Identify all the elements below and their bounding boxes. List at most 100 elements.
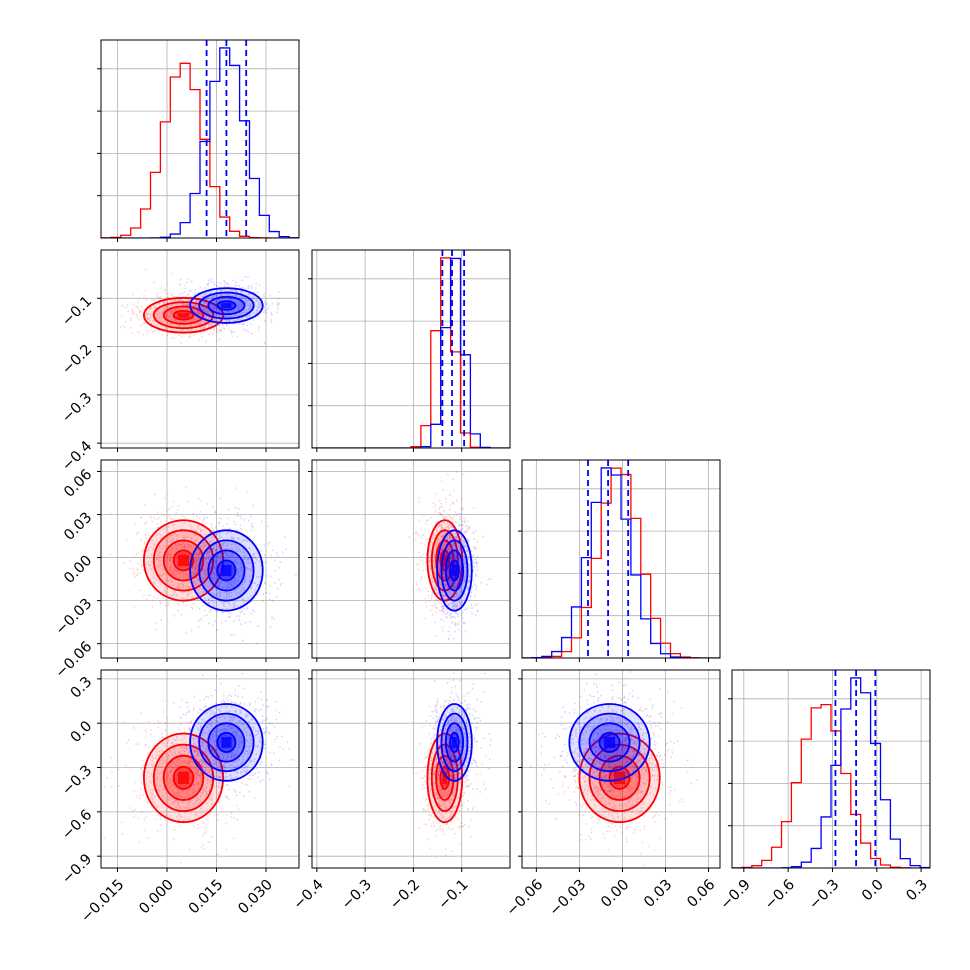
y-tick-label: −0.1 bbox=[59, 293, 95, 329]
density-contour bbox=[142, 732, 224, 824]
density-contour bbox=[216, 300, 237, 311]
density-contour bbox=[578, 712, 641, 773]
density-contour bbox=[152, 301, 215, 330]
scatter-panel-2-0 bbox=[101, 460, 299, 658]
scatter-panel-3-0 bbox=[101, 670, 299, 868]
density-contour bbox=[598, 754, 641, 801]
density-peak bbox=[221, 737, 232, 748]
scatter-panel-3-1 bbox=[312, 670, 510, 868]
x-tick-label: −0.3 bbox=[806, 877, 842, 913]
density-contour bbox=[152, 529, 215, 592]
scatter-panel-1-0 bbox=[101, 250, 299, 448]
x-tick-label: −0.3 bbox=[339, 877, 375, 913]
density-contour bbox=[440, 712, 469, 773]
x-tick-label: −0.2 bbox=[387, 877, 423, 913]
y-tick-label: −0.6 bbox=[59, 807, 95, 843]
x-tick-label: −0.4 bbox=[291, 877, 327, 913]
y-tick-label: −0.3 bbox=[59, 763, 95, 799]
panel-frame bbox=[100, 249, 300, 449]
density-contour bbox=[430, 743, 459, 813]
density-contour bbox=[142, 296, 224, 334]
histogram-step bbox=[732, 703, 930, 868]
x-tick-label: 0.015 bbox=[186, 877, 227, 918]
density-peak bbox=[603, 737, 616, 748]
scatter-panel-2-1 bbox=[312, 460, 510, 658]
y-tick-label: 0.03 bbox=[61, 510, 95, 544]
histogram-panel-3 bbox=[732, 670, 930, 868]
panel-frame bbox=[521, 459, 721, 659]
panel-frame bbox=[100, 669, 300, 869]
x-tick-label: −0.03 bbox=[547, 877, 590, 920]
density-contour bbox=[588, 722, 631, 763]
y-tick-label: 0.0 bbox=[68, 718, 96, 746]
y-tick-label: −0.03 bbox=[53, 596, 96, 639]
y-tick-label: −0.06 bbox=[53, 639, 96, 682]
x-tick-label: −0.1 bbox=[435, 877, 471, 913]
density-peak bbox=[442, 771, 448, 785]
density-contour bbox=[439, 765, 451, 790]
x-tick-label: 0.030 bbox=[235, 877, 276, 918]
density-contour bbox=[189, 529, 264, 612]
panel-frame bbox=[311, 459, 511, 659]
density-contour bbox=[207, 722, 246, 763]
x-tick-label: 0.0 bbox=[859, 877, 887, 905]
panel-frame bbox=[100, 39, 300, 239]
density-peak bbox=[177, 554, 190, 567]
density-contour bbox=[568, 703, 651, 782]
density-contour bbox=[189, 287, 264, 324]
y-tick-label: −0.4 bbox=[59, 438, 95, 474]
density-contour bbox=[444, 722, 465, 763]
density-contour bbox=[162, 305, 205, 325]
histogram-panel-0 bbox=[101, 40, 299, 238]
histogram-step bbox=[101, 47, 299, 238]
density-contour bbox=[216, 559, 237, 582]
density-contour bbox=[172, 309, 195, 321]
density-contour bbox=[436, 703, 473, 782]
density-contour bbox=[162, 754, 205, 801]
histogram-panel-1 bbox=[312, 250, 510, 448]
x-tick-label: −0.9 bbox=[718, 877, 754, 913]
panel-frame bbox=[311, 249, 511, 449]
histogram-step bbox=[312, 257, 510, 448]
density-contour bbox=[435, 754, 455, 801]
histogram-step bbox=[522, 467, 720, 658]
density-contour bbox=[162, 539, 205, 582]
y-tick-label: −0.3 bbox=[59, 390, 95, 426]
density-contour bbox=[444, 549, 465, 592]
density-contour bbox=[598, 731, 621, 753]
histogram-step bbox=[312, 257, 510, 448]
density-contour bbox=[207, 295, 246, 316]
y-tick-label: 0.3 bbox=[68, 674, 96, 702]
density-contour bbox=[198, 291, 255, 320]
density-peak bbox=[221, 564, 232, 577]
density-contour bbox=[449, 559, 460, 582]
panel-frame bbox=[311, 669, 511, 869]
density-contour bbox=[189, 703, 264, 782]
x-tick-label: 0.000 bbox=[136, 877, 177, 918]
density-contour bbox=[436, 529, 473, 612]
density-contour bbox=[172, 765, 195, 790]
x-tick-label: 0.00 bbox=[598, 877, 632, 911]
density-peak bbox=[221, 303, 232, 308]
density-contour bbox=[216, 731, 237, 753]
scatter-panel-3-2 bbox=[522, 670, 720, 868]
density-peak bbox=[452, 564, 457, 577]
panel-frame bbox=[100, 459, 300, 659]
density-peak bbox=[452, 737, 457, 748]
x-tick-label: 0.06 bbox=[684, 877, 718, 911]
x-tick-label: 0.03 bbox=[641, 877, 675, 911]
x-tick-label: 0.3 bbox=[904, 877, 932, 905]
density-contour bbox=[207, 549, 246, 592]
panel-frame bbox=[731, 669, 931, 869]
density-contour bbox=[608, 765, 631, 790]
x-tick-label: −0.06 bbox=[504, 877, 547, 920]
density-contour bbox=[440, 539, 469, 602]
x-tick-label: −0.6 bbox=[762, 877, 798, 913]
density-contour bbox=[172, 549, 195, 572]
density-contour bbox=[198, 539, 255, 602]
y-tick-label: 0.00 bbox=[61, 553, 95, 587]
density-contour bbox=[578, 732, 661, 824]
histogram-panel-2 bbox=[522, 460, 720, 658]
density-peak bbox=[177, 771, 190, 785]
